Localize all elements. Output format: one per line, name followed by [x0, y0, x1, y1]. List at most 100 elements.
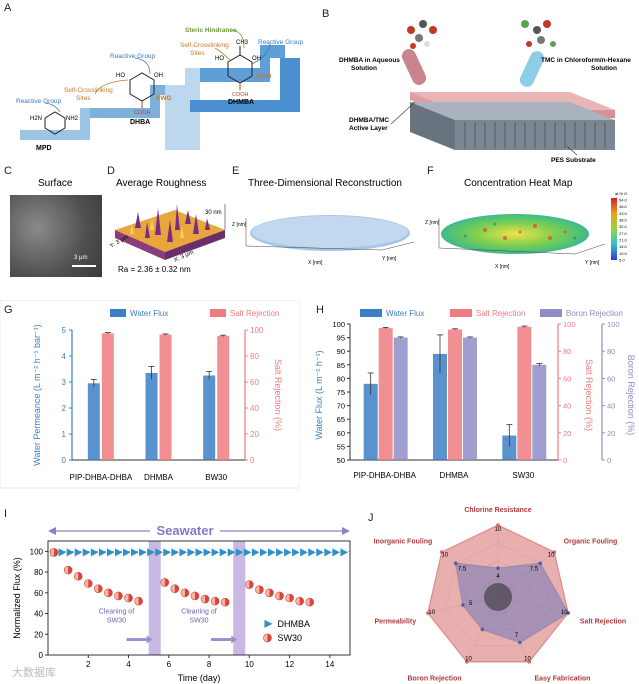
i-legend-dhmba-marker — [264, 619, 273, 628]
label-ho-2: HO — [215, 56, 224, 62]
i-tick-x: 10 — [245, 660, 254, 669]
colorbar-ticks: 54.048.0 43.0 38.032.0 27.0 21.016.0 10.0 5.0 — [619, 198, 628, 263]
h-legend-swatch — [540, 309, 562, 317]
colorbar-tick: 43.0 — [619, 211, 628, 216]
h-tick-right2: 20 — [607, 429, 615, 438]
g-tick-right: 100 — [250, 326, 264, 335]
radar-series-sw30 — [454, 562, 570, 644]
label-self-crosslinking-1: Self-Crosslinking — [64, 87, 113, 94]
g-tick-right: 20 — [250, 430, 259, 439]
label-sites-1: Sites — [76, 95, 91, 102]
i-point-dhmba — [114, 548, 123, 557]
radar-value-outer: 10 — [524, 656, 531, 662]
g-bar-water-flux — [203, 375, 216, 460]
h-bar-boron-rejection — [463, 337, 477, 460]
label-sites-2: Sites — [190, 50, 205, 57]
g-bar-water-flux — [145, 372, 158, 460]
radar-value-inner: 7.5 — [530, 566, 539, 572]
g-bar-salt-rejection — [217, 335, 230, 460]
pes-top — [410, 102, 615, 120]
radar-value-outer: 10 — [561, 610, 568, 616]
h-legend-label: Salt Rejection — [476, 309, 525, 318]
h-tick-right2: 60 — [607, 374, 615, 383]
h-tick-left: 70 — [337, 402, 345, 411]
g-tick-right: 0 — [250, 456, 255, 465]
heat-map: Z [nm] X [nm] Y [nm] at.% O 54.048.0 43.0… — [425, 191, 628, 270]
chart-i: Seawater 2 4 6 8 10 12 14 0 20 40 60 80 100 Cleaning o… — [12, 522, 351, 683]
i-point-dhmba — [284, 548, 292, 557]
step-5 — [190, 58, 300, 112]
i-point-dhmba — [332, 548, 340, 557]
radar-axis-label: Organic Fouling — [564, 539, 618, 546]
colorbar-tick: 48.0 — [619, 204, 628, 209]
apt-reconstruction: Z [nm] X [nm] Y [nm] — [232, 215, 415, 266]
radar-value-inner: 7.5 — [458, 566, 467, 572]
label-dhmba-solution-2: Solution — [351, 65, 377, 72]
radar-point — [496, 566, 500, 570]
g-tick-left: 3 — [62, 378, 67, 387]
colorbar — [611, 198, 617, 260]
radar-axis-label: Inorganic Fouling — [374, 539, 433, 546]
i-tick-x: 8 — [207, 660, 212, 669]
label-oh-1: OH — [154, 73, 163, 79]
seawater-label: Seawater — [156, 523, 213, 538]
radar-point — [426, 611, 430, 615]
afm-z-label: 30 nm — [205, 210, 222, 216]
radar-point — [480, 627, 485, 632]
i-point-dhmba — [179, 548, 187, 557]
panel-e-title: Three-Dimensional Reconstruction — [248, 178, 402, 189]
h-bar-boron-rejection — [393, 337, 408, 460]
h-legend-swatch — [450, 309, 472, 317]
h-bar-boron-rejection — [532, 364, 547, 460]
i-point-dhmba — [66, 548, 75, 557]
h-bar-water-flux — [363, 383, 378, 460]
i-tick-y: 80 — [34, 568, 43, 577]
radar-axis-label: Permeability — [374, 619, 416, 626]
label-ewg-2: EWG — [256, 73, 272, 80]
i-point-dhmba — [98, 548, 107, 557]
g-tick-right: 60 — [250, 378, 259, 387]
h-tick-right1: 20 — [563, 429, 571, 438]
colorbar-tick: 32.0 — [619, 224, 628, 229]
g-tick-left: 5 — [62, 326, 67, 335]
h-tick-left: 90 — [337, 347, 345, 356]
h-tick-left: 60 — [337, 429, 345, 438]
h-category-label: PIP-DHBA-DHBA — [353, 471, 416, 480]
g-ylabel-right: Salt Rejection (%) — [273, 359, 283, 431]
label-reactive-group-2: Reactive Group — [110, 53, 156, 60]
i-point-dhmba — [203, 548, 212, 557]
h-bar-salt-rejection — [378, 328, 393, 460]
g-tick-left: 2 — [62, 404, 67, 413]
i-point-dhmba — [82, 548, 91, 557]
colorbar-tick: 27.0 — [619, 231, 628, 236]
label-cooh-1: COOH — [134, 110, 151, 116]
panel-label-f: F — [427, 165, 434, 177]
label-tmc-solution-1: TMC in Chloroform/n-Hexane — [541, 57, 631, 64]
i-ylabel: Normalized Flux (%) — [12, 557, 22, 639]
panel-label-c: C — [4, 165, 12, 177]
g-ylabel-left: Water Permeance (L m⁻² h⁻¹ bar⁻¹) — [32, 324, 42, 466]
h-legend-swatch — [360, 309, 382, 317]
h-tick-left: 80 — [337, 374, 345, 383]
radar-value-inner: 7 — [515, 633, 519, 639]
g-bar-water-flux — [87, 383, 100, 460]
step-3 — [165, 68, 200, 150]
watermark: 大数据库 — [12, 667, 56, 679]
i-point-dhmba — [300, 548, 308, 557]
chart-g-frame — [0, 300, 300, 489]
i-point-dhmba — [163, 548, 171, 557]
mpd-ring — [44, 111, 66, 135]
cleaning-label-1b: SW30 — [107, 618, 126, 625]
h-tick-left: 75 — [337, 388, 345, 397]
h-tick-left: 65 — [337, 415, 345, 424]
step-2 — [90, 85, 165, 118]
radar-point — [453, 561, 458, 566]
panel-c-title: Surface — [38, 178, 73, 189]
label-nh2: NH2 — [66, 116, 79, 122]
i-tick-x: 6 — [167, 660, 172, 669]
g-tick-left: 4 — [62, 352, 67, 361]
radar-point — [538, 561, 543, 566]
i-point-dhmba — [276, 548, 284, 557]
i-plot-frame — [47, 540, 351, 656]
panel-label-i: I — [4, 508, 8, 520]
